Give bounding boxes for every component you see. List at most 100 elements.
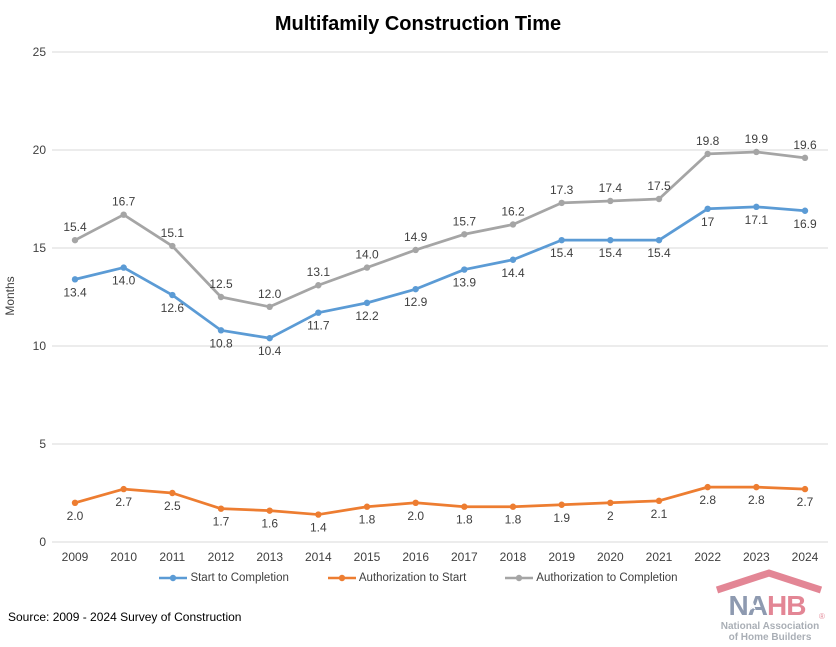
data-point (753, 483, 760, 491)
series-line-1 (74, 485, 806, 516)
data-point (461, 266, 468, 273)
data-point (266, 507, 273, 514)
data-point (607, 499, 614, 506)
x-tick-label: 2024 (792, 550, 819, 564)
data-point (315, 282, 322, 289)
data-point (607, 197, 614, 205)
y-axis-title: Months (3, 276, 17, 315)
data-label: 15.7 (453, 214, 477, 228)
legend-label: Authorization to Completion (536, 572, 678, 584)
data-label: 2 (607, 509, 614, 523)
data-point (509, 221, 517, 228)
legend: Start to Completion Authorization to Star… (0, 572, 836, 584)
data-label: 10.8 (209, 336, 233, 350)
x-tick-label: 2009 (62, 550, 89, 564)
line-chart: 0 5 10 15 20 25 Months 13.4 14.0 12.6 10.8 10.4 11… (3, 45, 828, 564)
data-label: 17.5 (647, 179, 671, 193)
data-label: 12.2 (355, 309, 379, 323)
data-label: 17.3 (550, 183, 574, 197)
data-label: 2.7 (115, 495, 132, 509)
data-point (801, 154, 809, 162)
data-label: 2.5 (164, 499, 181, 513)
data-label: 14.0 (355, 248, 379, 262)
data-point (412, 499, 419, 506)
y-tick-label: 25 (33, 45, 47, 59)
data-label: 2.7 (797, 495, 814, 509)
data-point (509, 256, 517, 263)
x-tick-label: 2014 (305, 550, 332, 564)
y-tick-label: 20 (33, 143, 47, 157)
data-point (704, 205, 711, 212)
data-point (607, 236, 614, 244)
data-label: 10.4 (258, 344, 282, 358)
data-label: 12.0 (258, 287, 282, 301)
x-tick-label: 2011 (159, 550, 185, 564)
series-lines (71, 148, 809, 518)
x-tick-label: 2012 (208, 550, 235, 564)
logo-registered-mark: ® (819, 612, 825, 621)
x-tick-label: 2021 (646, 550, 673, 564)
x-tick-label: 2022 (694, 550, 721, 564)
logo-star-icon: ★ (748, 600, 758, 613)
data-label: 13.9 (453, 276, 477, 290)
chart-title: Multifamily Construction Time (274, 13, 562, 35)
data-point (461, 231, 468, 238)
y-tick-label: 15 (33, 241, 47, 255)
x-tick-labels: 2009 2010 2011 2012 2013 2014 2015 2016 2017 2018… (62, 550, 819, 564)
logo-roof-icon (715, 569, 823, 594)
source-note: Source: 2009 - 2024 Survey of Constructi… (8, 610, 242, 624)
data-point (266, 303, 273, 310)
data-label: 19.6 (793, 138, 817, 152)
data-point (461, 503, 468, 510)
data-label: 15.4 (550, 246, 574, 260)
data-point (71, 276, 79, 283)
data-label: 15.4 (647, 246, 671, 260)
legend-label: Authorization to Start (358, 572, 467, 584)
data-point (266, 334, 273, 342)
data-label: 1.4 (310, 521, 327, 535)
data-point (120, 211, 127, 218)
data-point (558, 501, 565, 508)
data-point (753, 203, 760, 211)
y-tick-labels: 0 5 10 15 20 25 (33, 45, 47, 549)
x-tick-label: 2017 (451, 550, 478, 564)
logo-tagline-line1: National Association (721, 621, 820, 632)
data-label: 2.0 (67, 509, 84, 523)
x-tick-label: 2018 (500, 550, 527, 564)
nahb-logo: NAHB ★ ® National Association of Home Bu… (715, 569, 825, 643)
data-label: 17.4 (599, 181, 623, 195)
x-tick-label: 2020 (597, 550, 624, 564)
x-tick-label: 2013 (256, 550, 283, 564)
data-label: 15.4 (599, 246, 623, 260)
data-point (169, 242, 176, 250)
y-tick-label: 5 (39, 437, 46, 451)
data-label: 14.4 (501, 266, 525, 280)
data-point (753, 148, 760, 156)
data-point (509, 503, 517, 510)
data-labels: 13.4 14.0 12.6 10.8 10.4 11.7 12.2 12.9 13.9 14.4… (63, 132, 817, 535)
data-point (120, 485, 127, 493)
legend-marker-icon (505, 574, 534, 582)
data-point (315, 511, 322, 518)
x-tick-label: 2015 (354, 550, 381, 564)
data-label: 1.8 (456, 513, 473, 527)
data-point (120, 264, 127, 271)
x-tick-label: 2023 (743, 550, 770, 564)
data-point (704, 483, 711, 491)
data-label: 17.1 (745, 213, 769, 227)
data-label: 19.9 (745, 132, 769, 146)
data-label: 19.8 (696, 134, 720, 148)
x-tick-label: 2016 (402, 550, 429, 564)
data-label: 11.7 (307, 319, 330, 333)
data-point (71, 236, 79, 244)
logo-tagline-line2: of Home Builders (729, 632, 812, 643)
data-point (655, 497, 663, 505)
data-label: 12.5 (209, 277, 233, 291)
legend-item: Authorization to Completion (504, 572, 678, 584)
legend-marker-icon (327, 574, 356, 582)
data-point (217, 505, 225, 512)
data-label: 14.0 (112, 274, 136, 288)
legend-label: Start to Completion (190, 572, 289, 584)
data-label: 1.7 (213, 515, 230, 529)
